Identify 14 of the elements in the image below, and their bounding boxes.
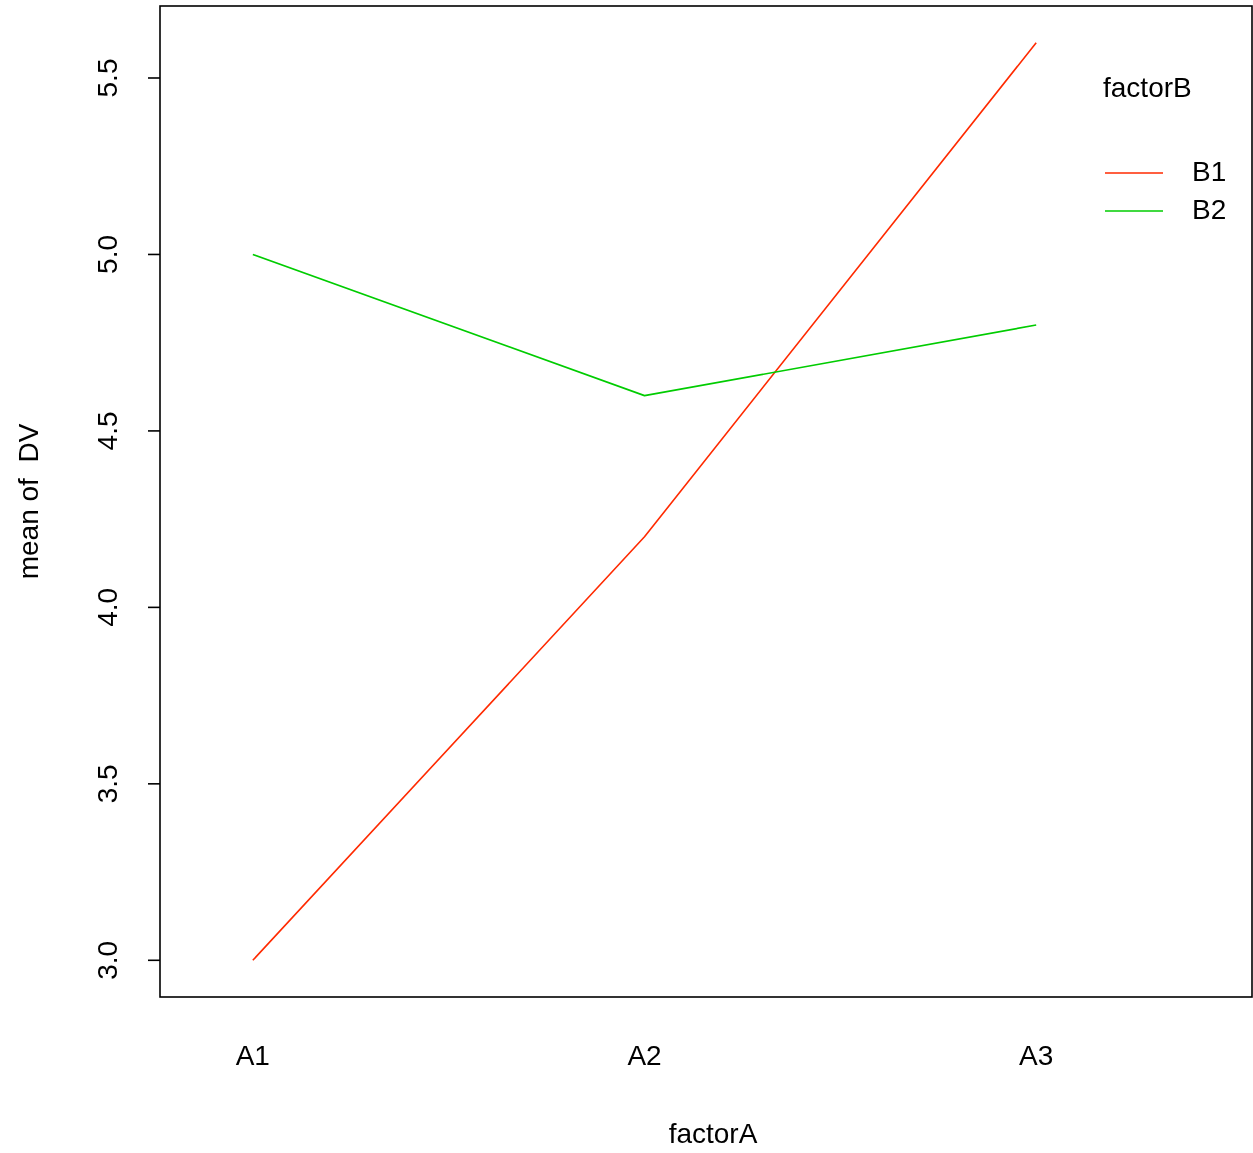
y-tick-label: 5.0 bbox=[92, 234, 124, 274]
y-tick-label: 5.5 bbox=[92, 58, 124, 98]
x-axis-title: factorA bbox=[668, 1118, 758, 1149]
y-tick-label: 3.5 bbox=[92, 764, 124, 804]
y-tick-label: 3.0 bbox=[92, 940, 124, 980]
y-tick-label: 4.0 bbox=[92, 587, 124, 627]
legend-label: B2 bbox=[1192, 194, 1227, 226]
x-tick-label: A2 bbox=[627, 1040, 662, 1071]
legend-label: B1 bbox=[1192, 156, 1227, 188]
legend-title: factorB bbox=[1103, 72, 1192, 104]
x-tick-label: A1 bbox=[235, 1040, 270, 1071]
x-tick-label: A3 bbox=[1019, 1040, 1054, 1071]
y-tick-label: 4.5 bbox=[92, 411, 124, 451]
y-axis-title: mean of DV bbox=[13, 423, 44, 580]
